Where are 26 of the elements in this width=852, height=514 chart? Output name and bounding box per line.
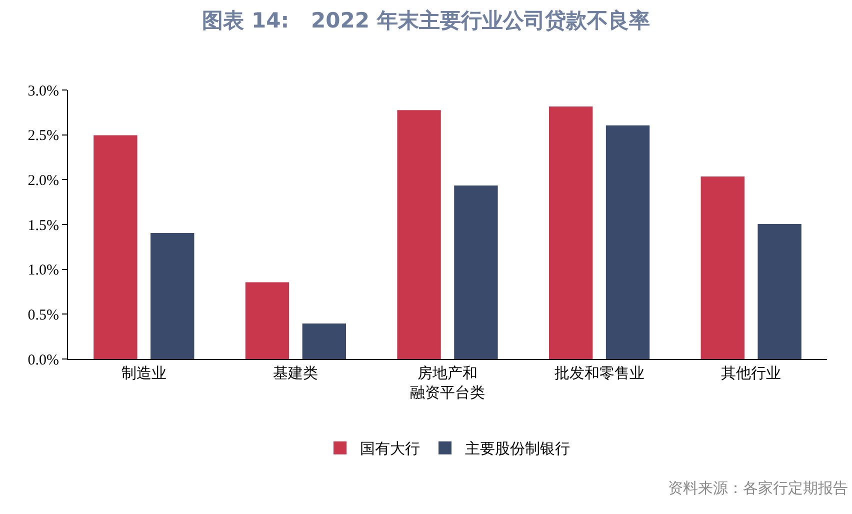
bar [548, 106, 593, 359]
y-tick-label: 0.5% [28, 307, 59, 324]
bar [606, 125, 650, 359]
bar [302, 324, 346, 359]
legend-label: 国有大行 [360, 440, 420, 458]
x-tick-label: 批发和零售业 [554, 365, 644, 382]
y-tick-label: 1.0% [28, 262, 59, 279]
y-tick-label: 3.0% [28, 83, 59, 100]
chart-title: 图表 14: 2022 年末主要行业公司贷款不良率 [202, 8, 650, 33]
bar [700, 176, 744, 359]
bar [758, 224, 802, 359]
x-tick-label: 基建类 [273, 365, 318, 382]
text: 资料来源：各家行定期报告 [668, 479, 848, 497]
x-tick-label: 房地产和融资平台类 [410, 365, 485, 402]
bar [245, 282, 290, 359]
y-tick-label: 2.5% [28, 128, 59, 144]
bar [94, 135, 138, 359]
y-tick-label: 2.0% [28, 172, 59, 189]
x-tick-label: 其他行业 [721, 365, 782, 382]
bar [397, 110, 441, 359]
legend-label: 主要股份制银行 [465, 440, 570, 458]
y-tick-label: 1.5% [28, 218, 59, 234]
bar [454, 185, 498, 359]
y-tick-label: 0.0% [28, 352, 59, 368]
x-tick-label: 制造业 [121, 365, 166, 382]
bar [150, 232, 194, 359]
